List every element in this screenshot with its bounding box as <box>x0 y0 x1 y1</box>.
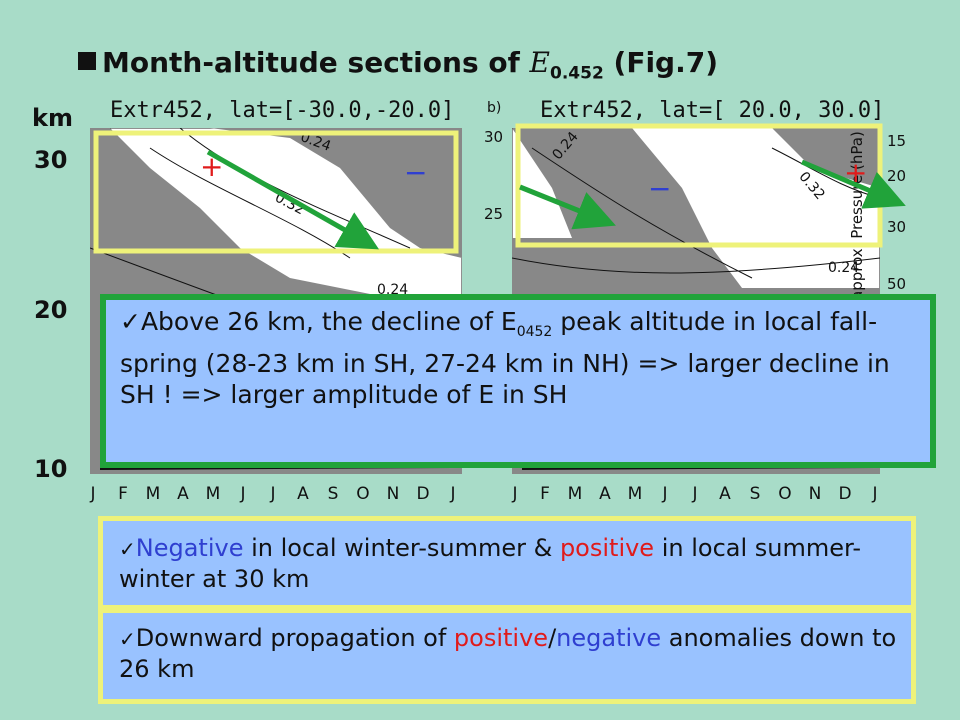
checkmark-icon: ✓ <box>120 307 141 336</box>
slide-title: Month-altitude sections of E0.452 (Fig.7… <box>78 46 718 84</box>
arrow-a <box>206 149 380 250</box>
panel-b-letter: b) <box>487 100 502 116</box>
tick-30: 30 <box>34 146 68 174</box>
plus-marker-a: + <box>200 150 224 183</box>
square-bullet-icon <box>78 52 96 70</box>
highlight-box-a <box>93 130 459 254</box>
tick-hpa-15: 15 <box>887 132 907 150</box>
minus-marker-a: − <box>404 156 428 189</box>
checkmark-icon: ✓ <box>119 537 136 561</box>
tick-b-30: 30 <box>484 128 504 146</box>
panel-b-title: Extr452, lat=[ 20.0, 30.0] <box>540 98 885 123</box>
note-box-1: ✓Negative in local winter-summer & posit… <box>98 516 916 610</box>
checkmark-icon: ✓ <box>119 627 136 651</box>
arrow-b2 <box>801 159 906 209</box>
tick-20: 20 <box>34 296 68 324</box>
tick-hpa-50: 50 <box>887 275 907 293</box>
minus-marker-b: − <box>648 172 672 205</box>
axis-unit-km: km <box>32 104 73 132</box>
callout-box: ✓Above 26 km, the decline of E0452 peak … <box>100 294 936 468</box>
note-box-2: ✓Downward propagation of positive/negati… <box>98 608 916 704</box>
plus-marker-b: + <box>844 156 868 189</box>
contour-label: 0.24 <box>828 260 860 276</box>
tick-hpa-30: 30 <box>887 218 907 236</box>
panel-a-title: Extr452, lat=[-30.0,-20.0] <box>110 98 455 123</box>
tick-10: 10 <box>34 455 68 483</box>
highlight-box-b <box>515 123 883 248</box>
arrow-b1 <box>519 184 616 230</box>
tick-b-25: 25 <box>484 205 504 223</box>
